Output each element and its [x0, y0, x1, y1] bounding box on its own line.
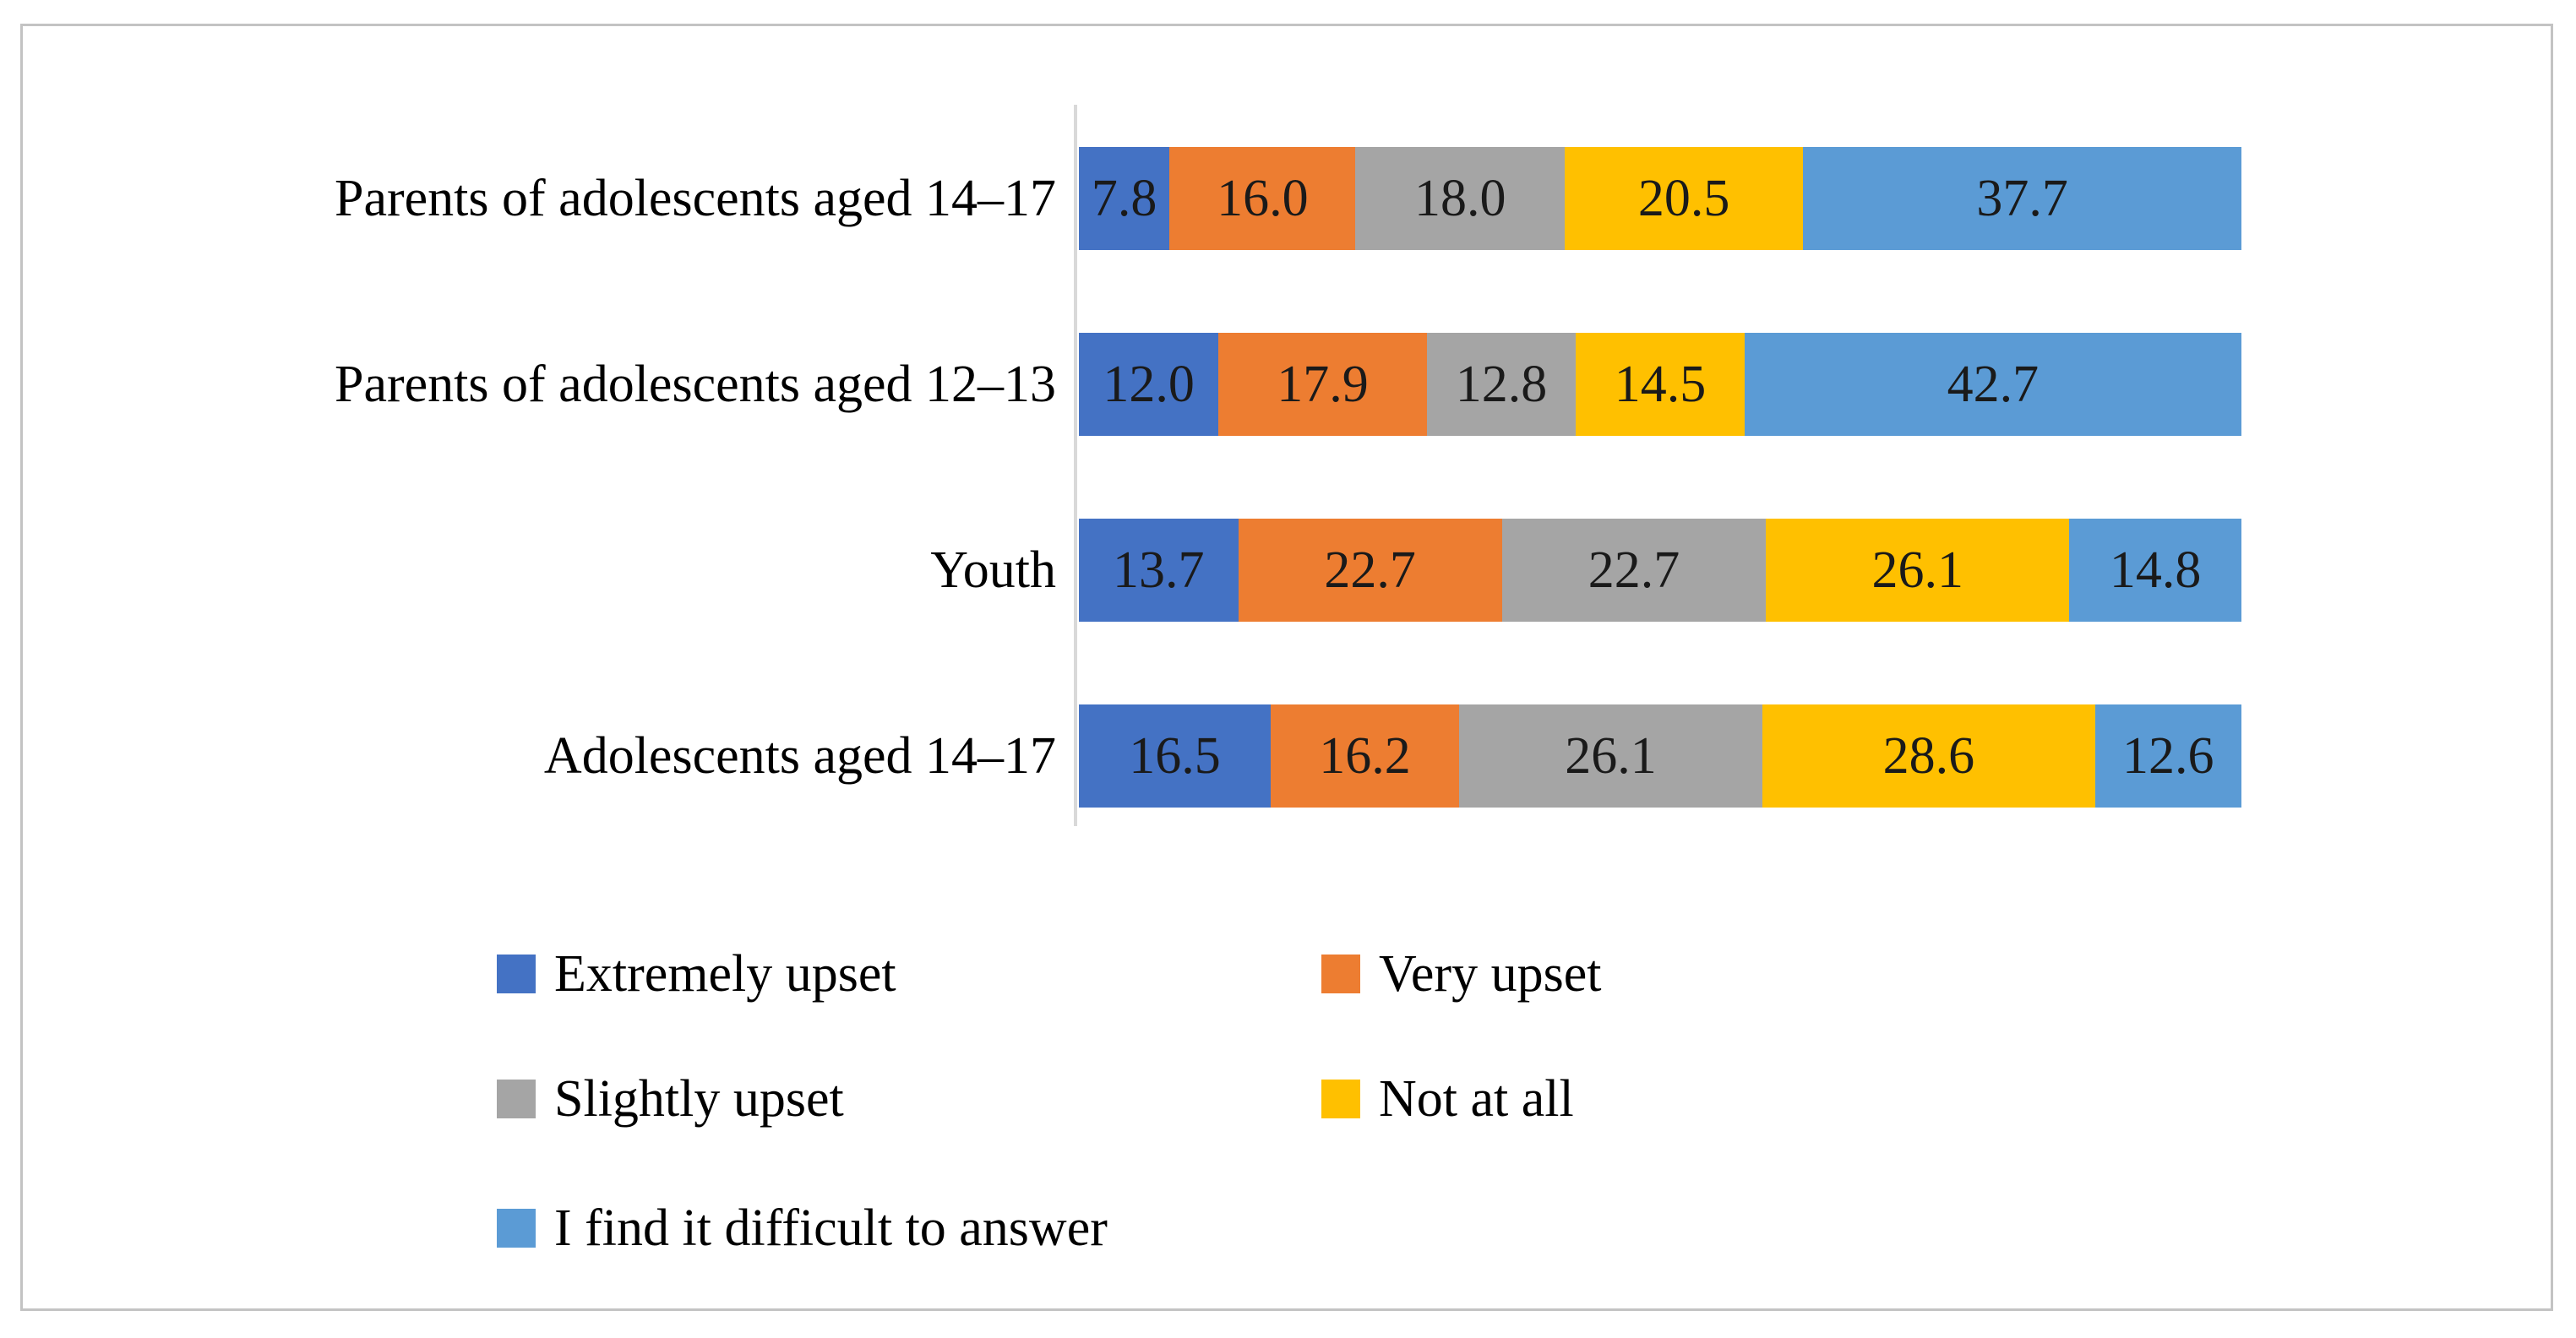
- bar-segment-extremely-upset: 16.5: [1079, 704, 1272, 808]
- legend-item: Not at all: [1321, 1070, 1574, 1128]
- bar-segment-very-upset: 16.0: [1169, 147, 1356, 250]
- bar-value-label: 17.9: [1277, 355, 1369, 413]
- bar-segment-not-at-all: 14.5: [1576, 333, 1745, 436]
- bar-value-label: 13.7: [1113, 541, 1205, 599]
- legend-label: Extremely upset: [554, 945, 896, 1003]
- bar-row: 16.5 16.2 26.1 28.6 12.6: [1079, 704, 2241, 808]
- legend-swatch-extremely-upset: [497, 955, 536, 994]
- bar-segment-slightly-upset: 18.0: [1355, 147, 1566, 250]
- bar-segment-slightly-upset: 12.8: [1426, 333, 1577, 436]
- legend-swatch-slightly-upset: [497, 1080, 536, 1119]
- bar-value-label: 14.5: [1614, 355, 1707, 413]
- legend-label: Very upset: [1379, 945, 1602, 1003]
- bar-segment-not-at-all: 20.5: [1565, 147, 1804, 250]
- legend-label: I find it difficult to answer: [554, 1199, 1108, 1257]
- bar-value-label: 37.7: [1976, 169, 2068, 227]
- bar-value-label: 12.6: [2122, 726, 2214, 785]
- legend-item: Very upset: [1321, 945, 1601, 1003]
- bar-row: 7.8 16.0 18.0 20.5 37.7: [1079, 147, 2241, 250]
- bar-segment-i-find-it-difficult-to-answer: 42.7: [1744, 333, 2241, 436]
- bar-value-label: 12.0: [1103, 355, 1195, 413]
- bar-value-label: 26.1: [1871, 541, 1964, 599]
- bar-value-label: 16.2: [1319, 726, 1411, 785]
- legend-item: Extremely upset: [497, 945, 896, 1003]
- bar-segment-very-upset: 22.7: [1238, 519, 1502, 622]
- bar-value-label: 18.0: [1414, 169, 1506, 227]
- legend-label: Slightly upset: [554, 1070, 844, 1128]
- bar-row: 13.7 22.7 22.7 26.1 14.8: [1079, 519, 2241, 622]
- bar-value-label: 42.7: [1947, 355, 2040, 413]
- chart-frame: Parents of adolescents aged 14–17 7.8 16.0…: [20, 24, 2553, 1311]
- legend-item: I find it difficult to answer: [497, 1199, 1108, 1257]
- bar-segment-very-upset: 17.9: [1218, 333, 1427, 436]
- bar-row: 12.0 17.9 12.8 14.5 42.7: [1079, 333, 2241, 436]
- category-label: Youth: [930, 541, 1056, 599]
- bar-value-label: 14.8: [2109, 541, 2202, 599]
- legend-item: Slightly upset: [497, 1070, 844, 1128]
- bar-value-label: 7.8: [1091, 169, 1157, 227]
- legend-label: Not at all: [1379, 1070, 1574, 1128]
- bar-segment-very-upset: 16.2: [1271, 704, 1459, 808]
- bar-segment-i-find-it-difficult-to-answer: 37.7: [1803, 147, 2241, 250]
- bar-segment-slightly-upset: 26.1: [1458, 704, 1763, 808]
- bar-value-label: 16.0: [1217, 169, 1309, 227]
- bar-segment-not-at-all: 26.1: [1766, 519, 2070, 622]
- bar-value-label: 20.5: [1637, 169, 1730, 227]
- bar-segment-extremely-upset: 13.7: [1079, 519, 1239, 622]
- y-axis-line: [1074, 105, 1077, 826]
- bar-value-label: 28.6: [1882, 726, 1975, 785]
- bar-segment-i-find-it-difficult-to-answer: 14.8: [2069, 519, 2241, 622]
- bar-segment-i-find-it-difficult-to-answer: 12.6: [2094, 704, 2241, 808]
- category-label: Adolescents aged 14–17: [543, 727, 1056, 785]
- category-label: Parents of adolescents aged 14–17: [335, 170, 1056, 227]
- category-label: Parents of adolescents aged 12–13: [335, 356, 1056, 413]
- legend-swatch-i-find-it-difficult-to-answer: [497, 1209, 536, 1248]
- bar-value-label: 12.8: [1455, 355, 1548, 413]
- bar-value-label: 26.1: [1565, 726, 1657, 785]
- bar-value-label: 16.5: [1129, 726, 1221, 785]
- legend-swatch-not-at-all: [1321, 1080, 1360, 1119]
- bar-segment-extremely-upset: 12.0: [1079, 333, 1219, 436]
- bar-value-label: 22.7: [1324, 541, 1416, 599]
- legend-swatch-very-upset: [1321, 955, 1360, 994]
- bar-segment-slightly-upset: 22.7: [1501, 519, 1767, 622]
- bar-value-label: 22.7: [1588, 541, 1680, 599]
- bar-segment-extremely-upset: 7.8: [1079, 147, 1170, 250]
- bar-segment-not-at-all: 28.6: [1762, 704, 2095, 808]
